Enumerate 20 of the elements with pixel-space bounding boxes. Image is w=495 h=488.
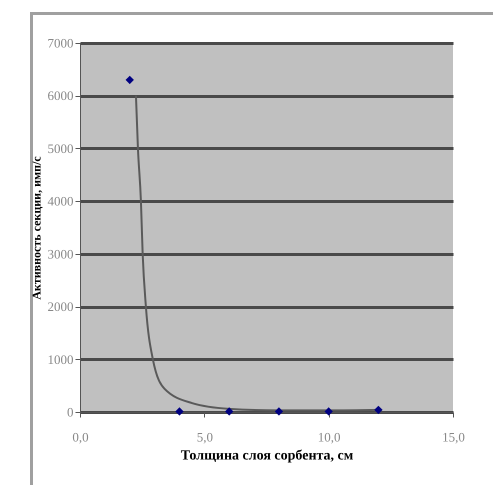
y-tick-label: 4000	[48, 194, 74, 209]
y-tick-label: 6000	[48, 88, 74, 104]
x-tick-label: 5,0	[196, 430, 213, 444]
point	[225, 407, 234, 416]
x-tick-label: 0,0	[72, 430, 89, 444]
point	[126, 76, 134, 84]
y-tick-label: 0	[67, 404, 74, 420]
point	[324, 407, 333, 416]
x-axis-title: Толщина слоя сорбента, см	[180, 448, 354, 464]
y-tick-label: 5000	[48, 140, 74, 156]
point	[374, 406, 383, 414]
point	[274, 407, 284, 416]
point	[175, 407, 184, 416]
y-tick-label: 7000	[48, 36, 74, 50]
y-tick-label: 3000	[48, 246, 74, 262]
y-tick-label: 1000	[48, 352, 74, 367]
x-tick-label: 10,0	[318, 430, 341, 444]
x-tick-label: 15,0	[442, 430, 465, 444]
y-tick-label: 2000	[48, 299, 74, 314]
y-axis-title: Активность секции, имп/с	[30, 156, 44, 300]
